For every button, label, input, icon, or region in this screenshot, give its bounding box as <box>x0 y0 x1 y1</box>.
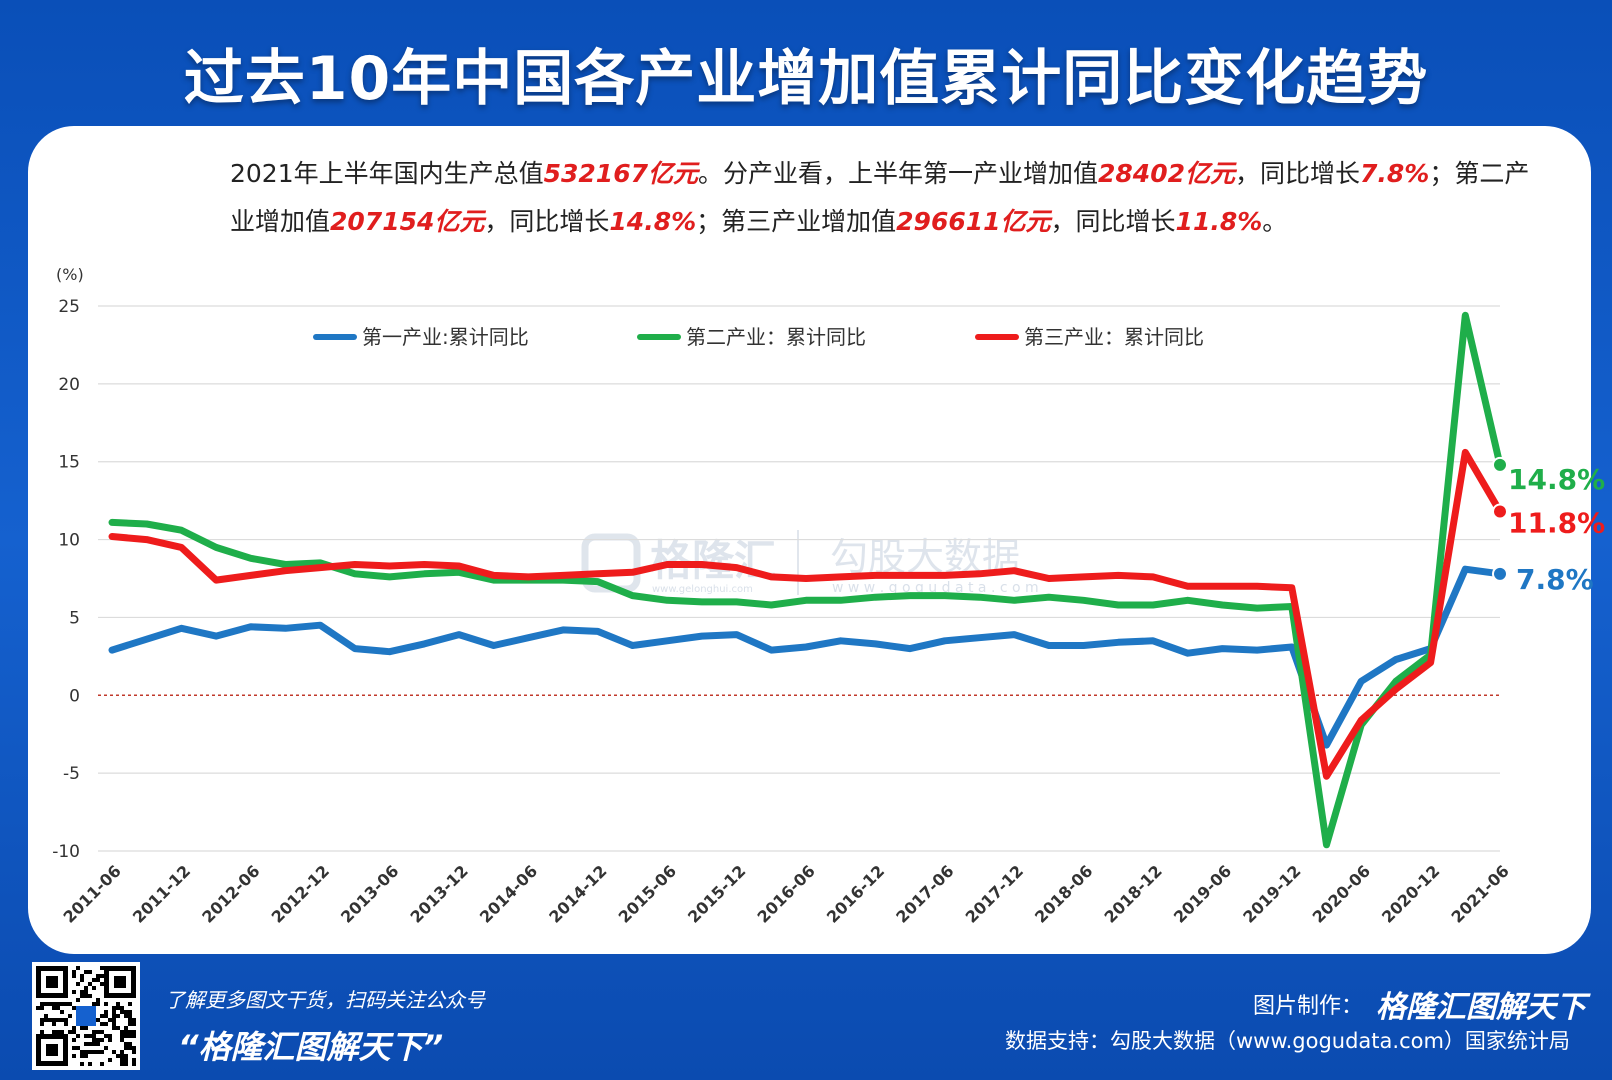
summary-segment: ，同比增长 <box>1050 207 1176 236</box>
series-end-label-1: 7.8% <box>1516 563 1594 596</box>
x-tick-label: 2020-12 <box>1378 861 1443 926</box>
series-line-2 <box>108 311 1504 849</box>
x-tick-label: 2018-12 <box>1100 861 1165 926</box>
x-tick-label: 2015-12 <box>684 861 749 926</box>
watermark-brand2-url: w w w . g o g u d a t a . c o m <box>832 580 1039 596</box>
footer-account: “格隆汇图解天下” <box>178 1028 444 1066</box>
summary-highlight: 7.8% <box>1360 159 1430 188</box>
summary-highlight: 296611亿元 <box>896 207 1051 236</box>
summary-segment: 。 <box>1262 207 1288 236</box>
series-end-marker-3 <box>1492 503 1508 520</box>
watermark-brand1: 格隆汇 <box>650 536 776 585</box>
summary-segment: 。分产业看，上半年第一产业增加值 <box>698 159 1099 188</box>
y-tick-label: 10 <box>58 531 80 551</box>
summary-segment: ；第三产业增加值 <box>696 207 897 236</box>
summary-highlight: 207154亿元 <box>330 207 485 236</box>
y-tick-label: -5 <box>63 764 80 784</box>
y-tick-label: 15 <box>58 453 80 473</box>
y-tick-label: -10 <box>52 842 80 862</box>
x-tick-label: 2017-12 <box>962 861 1027 926</box>
summary-highlight: 14.8% <box>609 207 697 236</box>
summary-highlight: 28402亿元 <box>1098 159 1235 188</box>
x-tick-label: 2014-12 <box>545 861 610 926</box>
x-tick-label: 2016-12 <box>823 861 888 926</box>
summary-segment: 2021年上半年国内生产总值 <box>230 159 544 188</box>
series-line-3 <box>108 448 1504 780</box>
x-tick-label: 2012-06 <box>198 861 263 926</box>
y-tick-label: 20 <box>58 375 80 395</box>
x-tick-label: 2015-06 <box>615 861 680 926</box>
series-line-1 <box>108 565 1504 749</box>
data-source: 数据支持：勾股大数据（www.gogudata.com）国家统计局 <box>1005 1029 1570 1053</box>
x-tick-label: 2017-06 <box>892 861 957 926</box>
x-tick-label: 2019-06 <box>1170 861 1235 926</box>
x-tick-label: 2012-12 <box>268 861 333 926</box>
footer-prompt: 了解更多图文干货，扫码关注公众号 <box>165 988 485 1012</box>
y-tick-label: 0 <box>69 686 80 706</box>
summary-text: 2021年上半年国内生产总值532167亿元。分产业看，上半年第一产业增加值28… <box>230 150 1550 246</box>
y-tick-label: 5 <box>69 608 80 628</box>
x-tick-label: 2013-06 <box>337 861 402 926</box>
summary-segment: ，同比增长 <box>484 207 610 236</box>
x-tick-label: 2019-12 <box>1239 861 1304 926</box>
series-end-label-3: 11.8% <box>1508 507 1605 540</box>
x-tick-label: 2011-12 <box>129 861 194 926</box>
qr-code[interactable] <box>32 962 140 1070</box>
maker-logo: 格隆汇图解天下 <box>1376 990 1586 1025</box>
summary-highlight: 11.8% <box>1175 207 1263 236</box>
legend-label-1: 第一产业:累计同比 <box>362 325 529 349</box>
x-tick-label: 2021-06 <box>1447 861 1512 926</box>
series-end-marker-2 <box>1492 456 1508 473</box>
y-axis-unit: (%) <box>56 265 84 284</box>
x-tick-label: 2011-06 <box>59 861 124 926</box>
legend-label-2: 第二产业：累计同比 <box>686 325 866 349</box>
summary-highlight: 532167亿元 <box>543 159 698 188</box>
legend-label-3: 第三产业：累计同比 <box>1024 325 1204 349</box>
x-tick-label: 2014-06 <box>476 861 541 926</box>
summary-segment: ，同比增长 <box>1235 159 1361 188</box>
page-title: 过去10年中国各产业增加值累计同比变化趋势 <box>183 44 1429 114</box>
series-end-marker-1 <box>1492 565 1508 582</box>
x-tick-label: 2018-06 <box>1031 861 1096 926</box>
qr-code-image <box>36 966 136 1066</box>
x-tick-label: 2016-06 <box>753 861 818 926</box>
maker-label: 图片制作： <box>1253 994 1364 1019</box>
series-end-label-2: 14.8% <box>1508 463 1605 496</box>
y-tick-label: 25 <box>58 297 80 317</box>
x-tick-label: 2020-06 <box>1309 861 1374 926</box>
x-tick-label: 2013-12 <box>406 861 471 926</box>
summary-segment: ；第二产业增加值 <box>230 159 1530 236</box>
watermark-brand1-url: www.gelonghui.com <box>652 584 753 595</box>
